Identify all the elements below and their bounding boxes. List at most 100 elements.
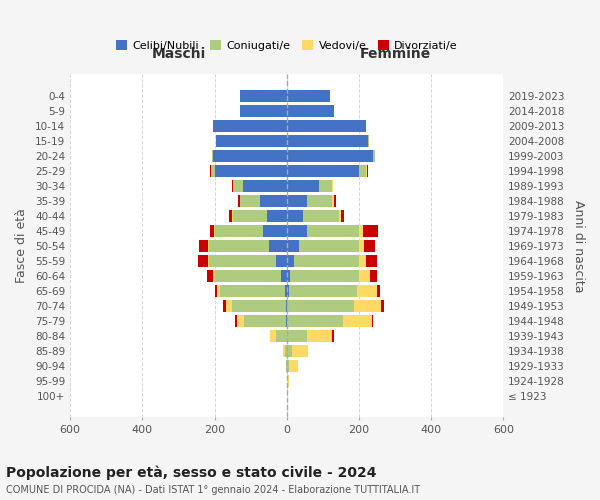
Bar — [223, 300, 287, 312]
Bar — [267, 210, 287, 222]
Bar — [287, 375, 289, 387]
Bar — [287, 270, 377, 282]
Bar — [244, 315, 287, 327]
Bar — [287, 105, 334, 117]
Bar — [276, 330, 287, 342]
Bar — [210, 165, 287, 177]
Text: Maschi: Maschi — [151, 47, 206, 61]
Bar — [208, 255, 287, 267]
Bar — [213, 120, 287, 132]
Bar — [287, 90, 330, 102]
Bar — [287, 345, 308, 357]
Bar — [237, 315, 287, 327]
Bar — [287, 270, 359, 282]
Bar — [215, 270, 287, 282]
Bar — [232, 300, 287, 312]
Bar — [287, 225, 378, 237]
Bar — [287, 165, 368, 177]
Bar — [287, 210, 341, 222]
Bar — [287, 195, 334, 207]
Bar — [240, 105, 287, 117]
Bar — [286, 360, 287, 372]
Bar — [287, 255, 294, 267]
Bar — [287, 300, 380, 312]
Bar — [287, 105, 334, 117]
Bar — [271, 330, 287, 342]
Bar — [287, 240, 364, 252]
Bar — [287, 150, 375, 162]
Bar — [287, 255, 366, 267]
Bar — [232, 210, 287, 222]
Bar — [287, 255, 359, 267]
Bar — [287, 225, 364, 237]
Bar — [287, 330, 307, 342]
Bar — [287, 345, 292, 357]
Bar — [287, 150, 375, 162]
Bar — [209, 240, 287, 252]
Bar — [287, 150, 373, 162]
Bar — [217, 285, 287, 297]
Bar — [287, 330, 332, 342]
Bar — [287, 135, 369, 147]
Bar — [285, 345, 287, 357]
Bar — [287, 300, 384, 312]
Bar — [213, 120, 287, 132]
Bar — [240, 90, 287, 102]
Bar — [215, 135, 287, 147]
Bar — [213, 120, 287, 132]
Bar — [198, 255, 287, 267]
Bar — [287, 105, 334, 117]
Bar — [286, 360, 287, 372]
Bar — [287, 150, 375, 162]
Bar — [287, 285, 380, 297]
Bar — [235, 315, 287, 327]
Bar — [287, 135, 369, 147]
Bar — [286, 300, 287, 312]
Bar — [287, 90, 330, 102]
Bar — [287, 135, 369, 147]
Bar — [287, 105, 334, 117]
Bar — [276, 255, 287, 267]
Bar — [283, 345, 287, 357]
Bar — [287, 240, 359, 252]
Bar — [287, 240, 299, 252]
Bar — [287, 165, 359, 177]
Bar — [287, 360, 298, 372]
Bar — [287, 330, 334, 342]
Bar — [215, 225, 287, 237]
Bar — [287, 225, 307, 237]
Bar — [287, 180, 332, 192]
Bar — [287, 180, 334, 192]
Bar — [287, 165, 366, 177]
Legend: Celibi/Nubili, Coniugati/e, Vedovi/e, Divorziati/e: Celibi/Nubili, Coniugati/e, Vedovi/e, Di… — [111, 36, 462, 55]
Bar — [287, 255, 377, 267]
Bar — [287, 195, 335, 207]
Bar — [287, 345, 308, 357]
Bar — [287, 180, 319, 192]
Bar — [269, 240, 287, 252]
Bar — [212, 150, 287, 162]
Bar — [287, 285, 357, 297]
Bar — [287, 195, 332, 207]
Bar — [287, 90, 330, 102]
Bar — [287, 195, 307, 207]
Bar — [263, 225, 287, 237]
Bar — [233, 180, 287, 192]
Bar — [240, 105, 287, 117]
Y-axis label: Fasce di età: Fasce di età — [15, 208, 28, 284]
Bar — [199, 240, 287, 252]
Bar — [271, 330, 287, 342]
Bar — [208, 240, 287, 252]
Bar — [287, 285, 377, 297]
Bar — [215, 135, 287, 147]
Bar — [287, 315, 371, 327]
Bar — [240, 195, 287, 207]
Bar — [287, 300, 353, 312]
Bar — [226, 300, 287, 312]
Bar — [287, 285, 289, 297]
Bar — [287, 315, 343, 327]
Bar — [260, 195, 287, 207]
Bar — [220, 285, 287, 297]
Bar — [215, 135, 287, 147]
Bar — [287, 315, 373, 327]
